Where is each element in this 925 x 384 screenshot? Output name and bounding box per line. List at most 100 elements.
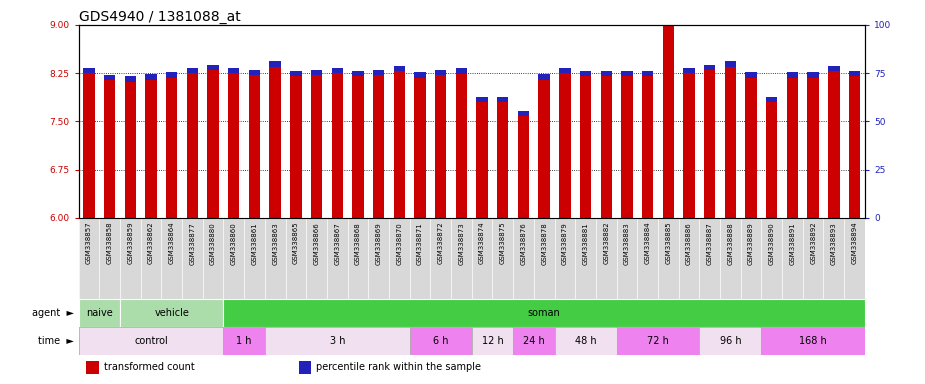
Bar [828, 71, 840, 218]
Bar [849, 76, 860, 218]
Text: 168 h: 168 h [799, 336, 827, 346]
Bar [311, 75, 322, 218]
Text: GSM338860: GSM338860 [231, 222, 237, 265]
Bar [600, 71, 612, 76]
Bar [497, 102, 509, 218]
Bar [87, 361, 99, 374]
Bar [290, 76, 302, 218]
Bar [207, 70, 219, 218]
Text: GSM338883: GSM338883 [624, 222, 630, 265]
Bar [476, 97, 487, 102]
Text: GSM338859: GSM338859 [128, 222, 133, 265]
Bar [228, 73, 240, 218]
Bar [145, 79, 156, 218]
Text: naive: naive [86, 308, 113, 318]
Bar [617, 327, 699, 355]
Text: vehicle: vehicle [154, 308, 190, 318]
Bar [456, 74, 467, 218]
Bar [224, 299, 865, 327]
Bar [699, 327, 761, 355]
Bar [249, 70, 260, 75]
Bar [83, 68, 94, 73]
Bar [849, 71, 860, 76]
Bar [125, 81, 136, 218]
Bar [538, 74, 549, 79]
Bar [761, 327, 865, 355]
Bar [518, 111, 529, 116]
Text: GSM338874: GSM338874 [479, 222, 485, 265]
Text: GSM338879: GSM338879 [561, 222, 568, 265]
Bar [394, 66, 405, 71]
Bar [414, 72, 426, 78]
Bar [269, 61, 281, 67]
Text: GSM338869: GSM338869 [376, 222, 382, 265]
Bar [290, 71, 302, 76]
Text: 96 h: 96 h [720, 336, 741, 346]
Text: GSM338872: GSM338872 [438, 222, 444, 265]
Bar [373, 75, 384, 218]
Bar [79, 299, 120, 327]
Text: GSM338867: GSM338867 [334, 222, 340, 265]
Text: GDS4940 / 1381088_at: GDS4940 / 1381088_at [79, 10, 240, 24]
Bar [808, 72, 819, 78]
Text: GSM338876: GSM338876 [521, 222, 526, 265]
Text: 6 h: 6 h [433, 336, 449, 346]
Bar [622, 76, 633, 218]
Text: GSM338884: GSM338884 [645, 222, 650, 265]
Bar [104, 75, 116, 80]
Bar [828, 66, 840, 71]
Text: GSM338886: GSM338886 [686, 222, 692, 265]
Text: 12 h: 12 h [482, 336, 503, 346]
Bar [166, 78, 178, 218]
Text: time  ►: time ► [38, 336, 74, 346]
Text: GSM338894: GSM338894 [852, 222, 857, 265]
Bar [456, 68, 467, 74]
Bar [580, 76, 591, 218]
Bar [560, 73, 571, 218]
Bar [622, 71, 633, 76]
Bar [787, 78, 798, 218]
Bar [265, 327, 410, 355]
Bar [724, 67, 736, 218]
Text: GSM338893: GSM338893 [831, 222, 837, 265]
Bar [125, 76, 136, 81]
Bar [311, 70, 322, 75]
Text: GSM338873: GSM338873 [459, 222, 464, 265]
Bar [435, 75, 447, 218]
Text: GSM338861: GSM338861 [252, 222, 257, 265]
Bar [331, 68, 343, 73]
Bar [766, 97, 777, 102]
Bar [513, 327, 554, 355]
Text: GSM338877: GSM338877 [190, 222, 195, 265]
Text: 3 h: 3 h [329, 336, 345, 346]
Bar [560, 68, 571, 73]
Text: GSM338866: GSM338866 [314, 222, 319, 265]
Bar [684, 73, 695, 218]
Bar [662, 20, 674, 25]
Bar [145, 74, 156, 79]
Bar [497, 97, 509, 102]
Text: GSM338888: GSM338888 [727, 222, 734, 265]
Bar [166, 72, 178, 78]
Bar [472, 327, 513, 355]
Text: GSM338885: GSM338885 [665, 222, 672, 265]
Text: GSM338887: GSM338887 [707, 222, 712, 265]
Text: GSM338878: GSM338878 [541, 222, 548, 265]
Bar [394, 71, 405, 218]
Text: GSM338889: GSM338889 [748, 222, 754, 265]
Bar [352, 76, 364, 218]
Bar [580, 71, 591, 76]
Text: GSM338892: GSM338892 [810, 222, 816, 265]
Text: GSM338871: GSM338871 [417, 222, 423, 265]
Bar [331, 73, 343, 218]
Bar [642, 71, 653, 76]
Bar [269, 67, 281, 218]
Bar [83, 73, 94, 218]
Text: 48 h: 48 h [574, 336, 597, 346]
Bar [600, 76, 612, 218]
Bar [120, 299, 224, 327]
Text: GSM338858: GSM338858 [106, 222, 113, 265]
Bar [224, 327, 265, 355]
Bar [766, 102, 777, 218]
Text: GSM338870: GSM338870 [396, 222, 402, 265]
